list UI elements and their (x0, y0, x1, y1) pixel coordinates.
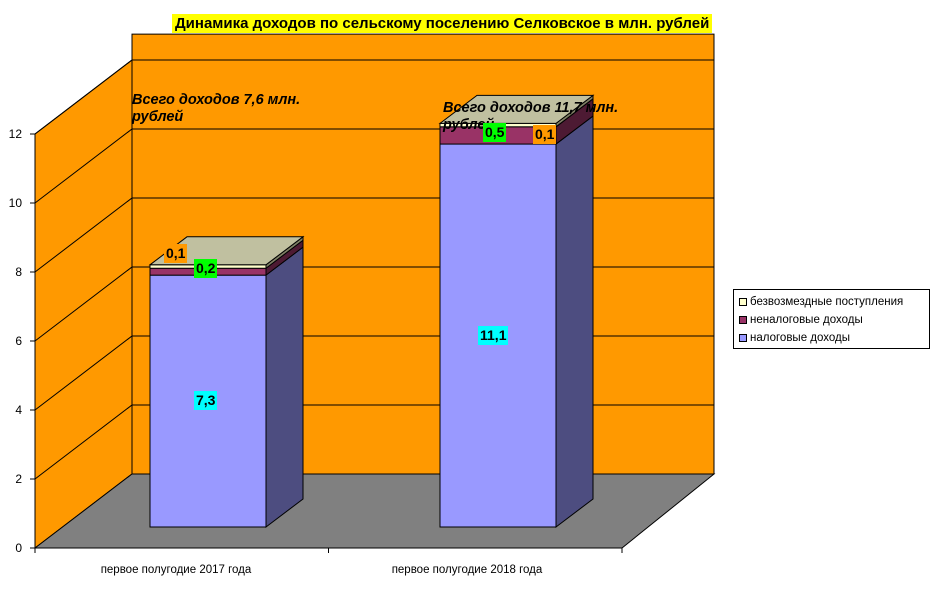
y-tick-label: 6 (15, 334, 22, 348)
y-tick-label: 4 (15, 403, 22, 417)
chart-axes: 0 2 4 6 8 10 12 первое полугодие 2017 года перво… (9, 127, 623, 576)
data-label: 0,1 (533, 125, 557, 144)
legend-label-bezvozmezdnye: безвозмездные поступления (750, 296, 904, 308)
y-tick-label: 8 (15, 265, 22, 279)
y-tick-label: 10 (9, 196, 23, 210)
legend-item-nalogovye: налоговые доходы (739, 329, 929, 347)
data-label: 7,3 (194, 391, 218, 410)
legend-item-bezvozmezdnye: безвозмездные поступления (739, 293, 929, 311)
annotation-line: рублей (132, 109, 184, 125)
x-tick-label: первое полугодие 2017 года (101, 564, 252, 576)
bar-side (555, 115, 594, 529)
gridline (34, 59, 714, 135)
y-tick-label: 2 (15, 472, 22, 486)
y-tick-label: 12 (9, 127, 23, 141)
bar-top (438, 94, 595, 124)
legend-swatch-bezvozmezdnye (739, 298, 747, 306)
data-label: 0,1 (164, 244, 188, 263)
legend-swatch-nalogovye (739, 334, 747, 342)
bar-side (265, 246, 304, 529)
legend: безвозмездные поступления неналоговые до… (733, 289, 930, 349)
y-tick-label: 0 (15, 541, 22, 555)
annotation-line: Всего доходов 7,6 млн. (132, 92, 301, 108)
x-tick-label: первое полугодие 2018 года (392, 564, 543, 576)
data-label: 11,1 (478, 326, 509, 345)
chart-title: Динамика доходов по сельскому поселению … (172, 14, 713, 33)
legend-label-nenalogovye: неналоговые доходы (750, 314, 863, 326)
total-annotation: Всего доходов 11,7 млн. рублей (443, 100, 618, 134)
bar-segment (439, 115, 594, 529)
annotation-line: рублей (443, 117, 495, 133)
data-label: 0,5 (483, 123, 507, 142)
legend-swatch-nenalogovye (739, 316, 747, 324)
bar-segment (149, 246, 304, 529)
floor (33, 473, 716, 549)
total-annotation: Всего доходов 7,6 млн. рублей (132, 92, 300, 126)
legend-label-nalogovye: налоговые доходы (750, 332, 851, 344)
annotation-line: Всего доходов 11,7 млн. (443, 100, 619, 116)
bar-segment (438, 94, 595, 128)
legend-item-nenalogovye: неналоговые доходы (739, 311, 929, 329)
data-label: 0,2 (194, 259, 218, 278)
